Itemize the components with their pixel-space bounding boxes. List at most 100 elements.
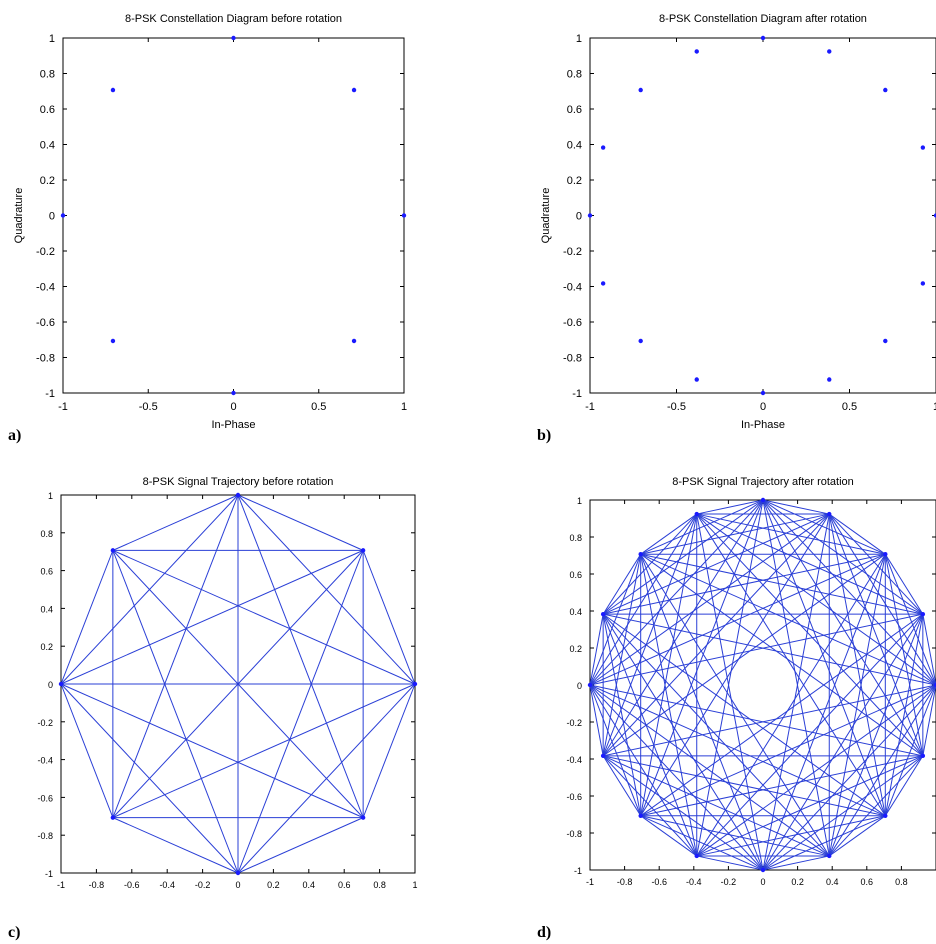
panel-a-ylabel: Quadrature [13,188,25,244]
panel-a-label: a) [8,427,21,444]
panel-d-trajectory-line [762,815,886,871]
panel-d-trajectory-line [602,513,698,615]
panel-d-trajectory-line [602,755,764,871]
panel-a-ytick-label: 0.2 [40,175,55,187]
panel-b-data-point [600,281,606,286]
panel-d-xtick-label: -1 [586,877,594,887]
panel-b-data-point [883,338,888,344]
panel-c-data-point [360,815,366,820]
panel-b-data-point [638,87,643,93]
panel-c-trajectory-line [112,550,364,818]
panel-d-trajectory-line [762,554,886,871]
panel-d-trajectory-line [602,553,642,615]
panel-c-trajectory-line [60,683,239,874]
panel-d-ytick-label: 0.4 [569,607,582,617]
panel-d-trajectory-line [828,513,924,615]
panel-d-trajectory-line [696,755,924,857]
panel-d-trajectory-line [640,815,830,857]
panel-d-trajectory-line [828,815,886,857]
panel-d-trajectory-line [640,553,936,686]
panel-a-data-point [110,87,116,93]
panel-a-data-point [401,213,407,218]
panel-d-trajectory-line [589,554,642,686]
panel-d-trajectory-line [828,684,936,857]
panel-b-xtick-label: -0.5 [667,401,686,413]
panel-d-trajectory-line [589,684,764,871]
panel-b-data-point [760,390,766,396]
panel-c-ytick-label: -0.4 [37,756,53,766]
panel-d-trajectory-line [602,613,764,871]
panel-d-trajectory-line [589,613,923,686]
panel-d-ytick-label: 0.8 [569,533,582,543]
panel-d-trajectory-line [640,755,923,817]
panel-c-ytick-label: 0.8 [40,529,53,539]
panel-d-trajectory-line [640,815,764,871]
panel-a-xtick-label: -1 [58,401,68,413]
panel-a-data-point [60,213,66,218]
panel-a-ytick-label: -1 [45,388,55,400]
panel-b-xtick-label: 0.5 [842,401,857,413]
panel-d-ytick-label: 0.6 [569,570,582,580]
panel-d-xtick-label: 0.8 [895,877,908,887]
panel-c-trajectory-line [60,549,364,685]
panel-d-trajectory-line [589,614,604,686]
panel-b-ytick-label: -0.4 [563,282,582,294]
panel-d-ytick-label: -0.8 [566,829,582,839]
panel-c-trajectory-line [60,550,114,685]
panel-d-data-point [600,753,606,759]
panel-d-trajectory-line [762,499,936,686]
panel-c-data-point [235,492,241,498]
panel-d-trajectory-line [762,499,830,515]
panel-c-data-point [360,548,366,553]
panel-d-trajectory-line [640,513,698,555]
panel-d-xtick-label: -0.4 [686,877,702,887]
panel-c-trajectory-line [112,817,239,874]
panel-d-trajectory-line [589,684,830,857]
panel-d-trajectory-line [828,513,886,555]
panel-c-trajectory-line [237,494,364,818]
panel-d-trajectory-line [696,499,764,857]
panel-c-ytick-label: 0.6 [40,567,53,577]
panel-d-data-point [760,497,766,503]
panel-c-xtick-label: 1 [412,880,417,890]
panel-c-xtick-label: -0.8 [89,880,105,890]
panel-d-trajectory-line [922,614,936,686]
panel-c-trajectory-line [112,549,416,685]
panel-b-ytick-label: -0.8 [563,353,582,365]
panel-d-trajectory-line [922,684,936,756]
panel-d-trajectory-line [589,499,764,686]
panel-c-data-point [110,548,116,553]
panel-b-ytick-label: 0.8 [567,69,582,81]
panel-d-trajectory-line [696,513,886,555]
panel-c-xtick-label: -1 [57,880,65,890]
panel-a-ytick-label: 0.4 [40,140,55,152]
panel-d-trajectory-line [696,499,764,515]
panel-d-trajectory-line [589,684,604,756]
panel-d-trajectory-line [762,755,924,871]
panel-d-trajectory-line [762,499,924,615]
panel-d-ytick-label: 1 [577,496,582,506]
panel-d-trajectory-line [884,755,924,817]
panel-c-ytick-label: 0.4 [40,604,53,614]
panel-c-ytick-label: -0.2 [37,718,53,728]
panel-a-xlabel: In-Phase [211,419,255,431]
panel-d-trajectory-line [762,499,924,757]
panel-d-data-point [827,511,832,517]
panel-c-trajectory-line [112,550,239,874]
panel-d-trajectory-line [884,614,924,816]
panel-c-trajectory-line [112,494,239,551]
panel-b-ytick-label: 0.2 [567,175,582,187]
panel-c-ytick-label: -0.6 [37,793,53,803]
panel-b-xlabel: In-Phase [741,419,785,431]
panel-d-trajectory-line [602,499,764,615]
panel-b-title: 8-PSK Constellation Diagram after rotati… [659,13,867,25]
panel-d-data-point [600,611,606,617]
panel-b-data-point [694,377,699,382]
panel-d-data-point [694,511,699,517]
panel-d-trajectory-line [602,554,642,756]
panel-d-trajectory-line [828,513,936,686]
panel-a-xtick-label: -0.5 [139,401,158,413]
panel-c-xtick-label: 0 [235,880,240,890]
panel-d-data-point [587,682,593,688]
panel-d-trajectory-line [602,613,886,817]
